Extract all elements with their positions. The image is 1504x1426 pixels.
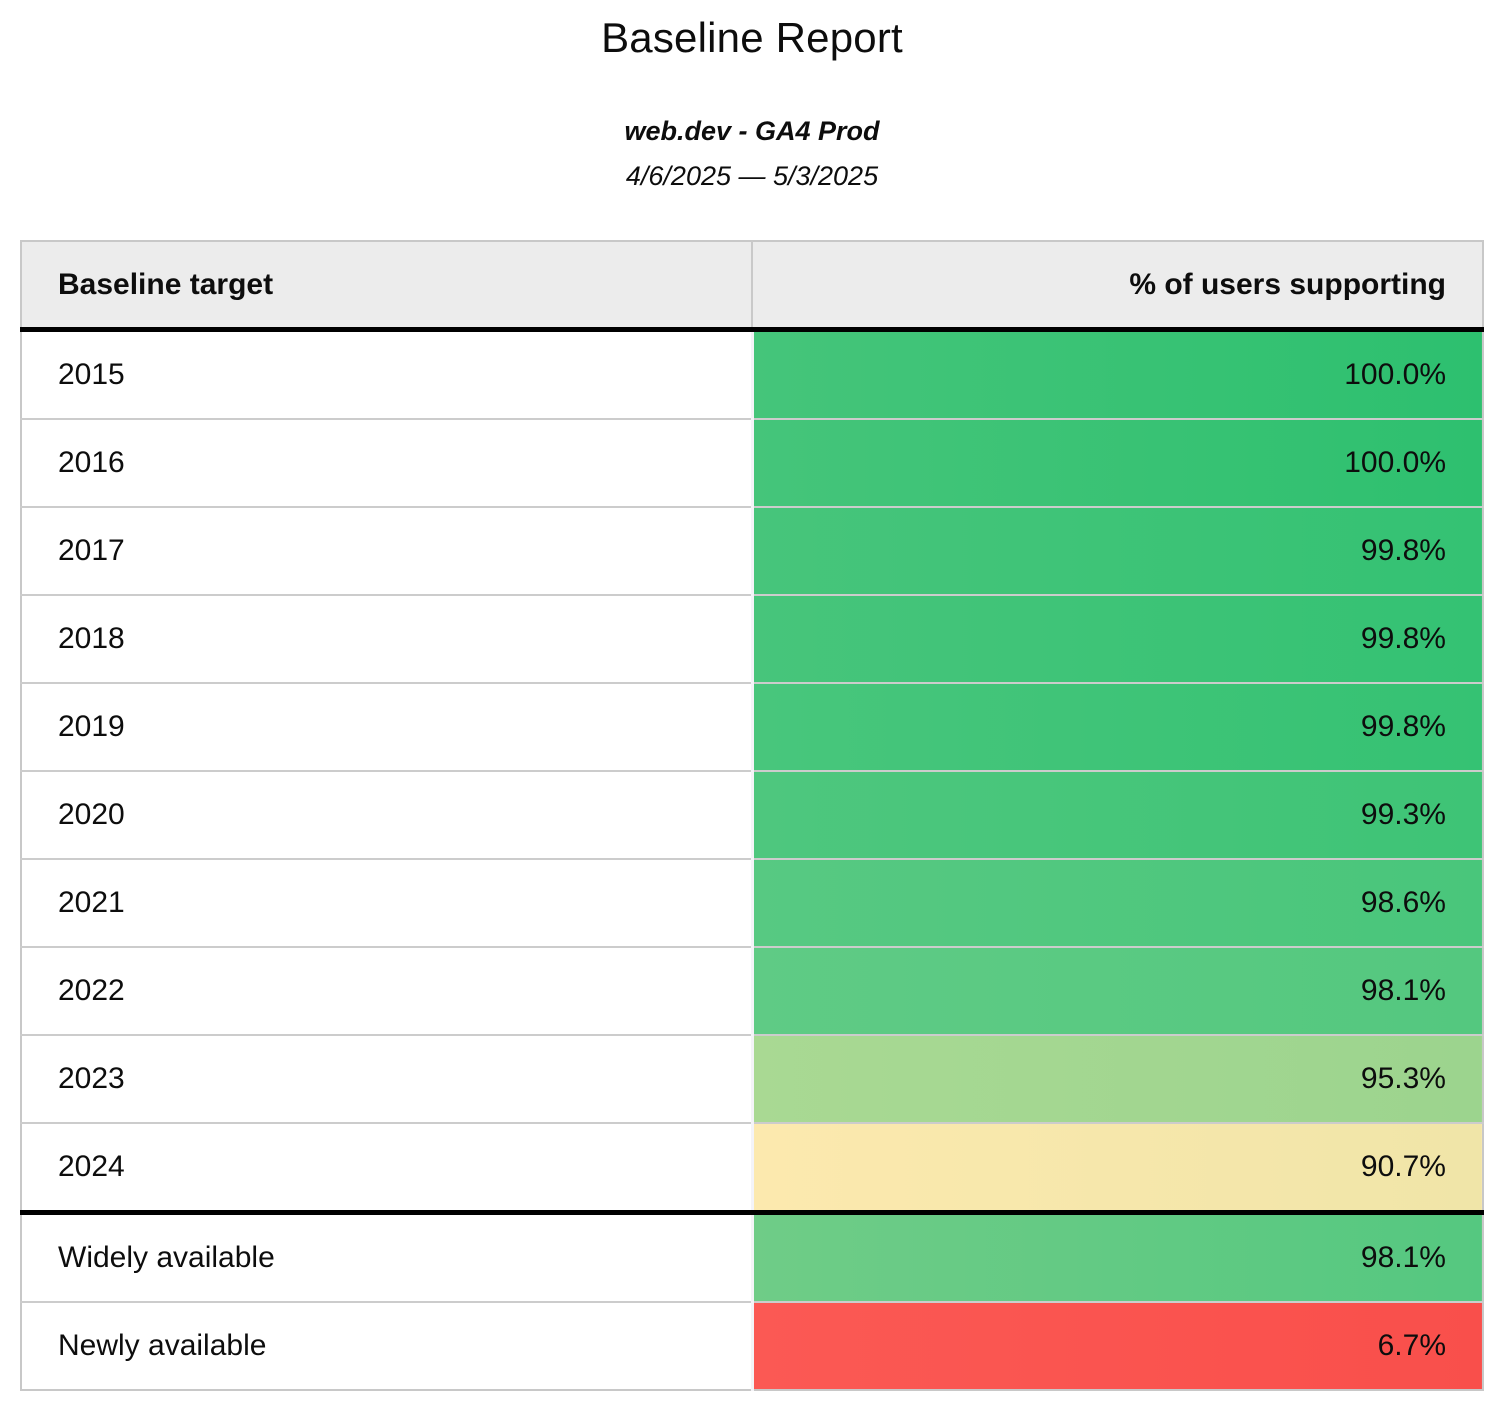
target-cell: 2018 xyxy=(21,594,754,683)
target-cell: 2024 xyxy=(21,1122,754,1215)
table-header: Baseline target % of users supporting xyxy=(21,241,1483,332)
table-row: 2023 95.3% xyxy=(21,1034,1483,1123)
report-source-subtitle: web.dev - GA4 Prod xyxy=(624,116,880,146)
value-cell: 95.3% xyxy=(752,1034,1483,1123)
value-cell: 98.6% xyxy=(752,858,1483,947)
column-header-percent-users-supporting: % of users supporting xyxy=(752,241,1483,332)
table-row: 2016 100.0% xyxy=(21,418,1483,507)
target-cell: 2019 xyxy=(21,682,754,771)
value-cell: 98.1% xyxy=(752,1211,1483,1302)
report-date-range: 4/6/2025 — 5/3/2025 xyxy=(625,161,879,191)
target-cell: 2021 xyxy=(21,858,754,947)
value-cell: 98.1% xyxy=(752,946,1483,1035)
table-row: 2021 98.6% xyxy=(21,858,1483,947)
table-row: 2024 90.7% xyxy=(21,1122,1483,1215)
table-row: 2022 98.1% xyxy=(21,946,1483,1035)
target-cell: 2015 xyxy=(21,329,754,419)
page-title: Baseline Report xyxy=(601,14,903,61)
target-cell: 2016 xyxy=(21,418,754,507)
baseline-report-page: Baseline Report web.dev - GA4 Prod 4/6/2… xyxy=(20,14,1484,1391)
table-row: 2015 100.0% xyxy=(21,329,1483,419)
target-cell: 2017 xyxy=(21,506,754,595)
column-header-baseline-target: Baseline target xyxy=(21,241,753,332)
value-cell: 100.0% xyxy=(752,329,1483,419)
table-row: 2017 99.8% xyxy=(21,506,1483,595)
target-cell: 2020 xyxy=(21,770,754,859)
target-cell: 2023 xyxy=(21,1034,754,1123)
table-row: Newly available 6.7% xyxy=(21,1301,1483,1390)
value-cell: 99.8% xyxy=(752,594,1483,683)
header-row: Baseline target % of users supporting xyxy=(21,241,1483,332)
table-row: Widely available 98.1% xyxy=(21,1211,1483,1302)
table-row: 2019 99.8% xyxy=(21,682,1483,771)
table-row: 2018 99.8% xyxy=(21,594,1483,683)
value-cell: 99.8% xyxy=(752,682,1483,771)
value-cell: 99.8% xyxy=(752,506,1483,595)
target-cell: Newly available xyxy=(21,1301,754,1390)
value-cell: 6.7% xyxy=(752,1301,1483,1390)
table-body: 2015 100.0% 2016 100.0% 2017 99.8% 2018 … xyxy=(21,329,1483,1390)
target-cell: 2022 xyxy=(21,946,754,1035)
value-cell: 99.3% xyxy=(752,770,1483,859)
value-cell: 90.7% xyxy=(752,1122,1483,1215)
table-row: 2020 99.3% xyxy=(21,770,1483,859)
value-cell: 100.0% xyxy=(752,418,1483,507)
target-cell: Widely available xyxy=(21,1211,754,1302)
baseline-table: Baseline target % of users supporting 20… xyxy=(20,240,1484,1391)
